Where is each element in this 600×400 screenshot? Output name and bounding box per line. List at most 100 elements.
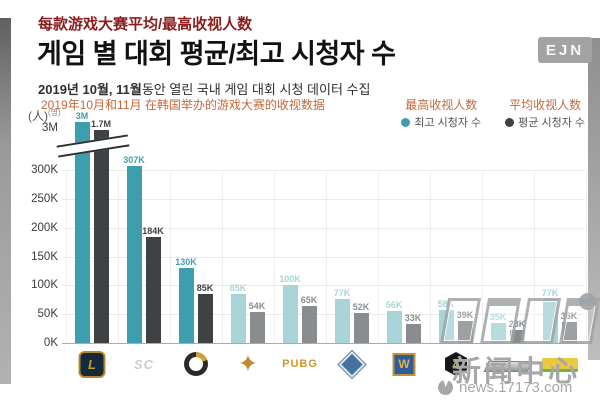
game-logo-glyph (483, 360, 533, 372)
y-axis-unit-ko: (명) (48, 108, 61, 117)
bar-max-viewers (75, 122, 90, 343)
bar-value-label: 184K (142, 226, 164, 237)
y-gridline (62, 314, 585, 316)
bar-value-label: 3M (75, 111, 89, 121)
bar-avg-viewers (354, 313, 369, 343)
bar-value-label: 307K (123, 155, 145, 166)
chart-legend: 最高收视人数 최고 시청자 수 平均收视人数 평균 시청자 수 (401, 96, 585, 130)
game-logo-glyph: W (392, 352, 416, 376)
bar-value-label: 36K (560, 311, 578, 322)
korean-subtitle: 2019년 10월, 11월동안 열린 국내 게임 대회 시청 데이터 수집 (38, 79, 370, 98)
bar-value-label: 33K (404, 312, 422, 323)
y-axis-tick-label: 50K (37, 308, 58, 321)
watermark-site-url: news.17173.com (459, 379, 573, 396)
game-icon-overwatch (184, 349, 208, 379)
bar-max-viewers (179, 268, 194, 343)
y-axis-tick-label: 150K (31, 250, 58, 263)
y-axis-break-marker (56, 134, 130, 158)
y-axis-tick-label: 300K (31, 164, 58, 177)
game-logo-glyph (338, 350, 366, 378)
game-logo-glyph: 4 (445, 352, 467, 376)
page-edge-strip-left (0, 18, 11, 384)
legend-max-ko-label: 최고 시청자 수 (401, 114, 481, 130)
game-icon-warcraft: W (392, 349, 416, 379)
chinese-subtitle: 2019年10月和11月 在韩国举办的游戏大赛的收视数据 (41, 98, 325, 112)
bar-avg-viewers (458, 320, 473, 343)
bar-value-label: 56K (385, 299, 403, 310)
bar-avg-viewers (406, 323, 421, 343)
bar-value-label: 85K (229, 283, 247, 294)
subtitle-rest: 동안 열린 국내 게임 대회 시청 데이터 수집 (141, 82, 371, 97)
bar-avg-viewers (198, 294, 213, 343)
y-axis-tick-label: 200K (31, 221, 58, 234)
legend-max-viewers: 最高收视人数 최고 시청자 수 (401, 96, 481, 130)
bar-max-viewers (127, 166, 142, 343)
bar-value-label: 58K (437, 298, 455, 309)
watermark-circle-icon (436, 378, 455, 397)
page-title: 게임 별 대회 평균/최고 시청자 수 (37, 39, 396, 69)
column-separator (586, 170, 587, 343)
legend-avg-dot-icon (505, 117, 515, 127)
column-separator (66, 170, 67, 343)
bar-value-label: 65K (300, 294, 318, 305)
bar-avg-viewers (250, 311, 265, 343)
game-icon-starcraft2 (338, 349, 366, 379)
column-separator (170, 170, 171, 343)
bar-max-viewers (439, 309, 454, 343)
legend-max-dot-icon (401, 117, 411, 127)
page-edge-strip-right (588, 38, 600, 360)
bar-avg-viewers (94, 130, 109, 343)
column-separator (534, 170, 535, 343)
column-separator (326, 170, 327, 343)
bar-avg-viewers (146, 237, 161, 343)
column-separator (378, 170, 379, 343)
bar-value-label: 35K (489, 311, 507, 322)
bar-value-label: 52K (352, 302, 370, 313)
legend-avg-viewers: 平均收视人数 평균 시청자 수 (505, 96, 585, 130)
legend-avg-ko-label: 평균 시청자 수 (505, 114, 585, 130)
bar-value-label: 23K (508, 318, 526, 329)
x-axis-baseline (62, 343, 585, 344)
bar-value-label: 77K (333, 287, 351, 298)
legend-avg-zh-label: 平均收视人数 (509, 98, 582, 112)
bar-value-label: 54K (248, 300, 266, 311)
bar-value-label: 1.7M (90, 119, 112, 129)
bar-max-viewers (231, 294, 246, 343)
bar-max-viewers (491, 322, 506, 343)
y-gridline (62, 199, 585, 200)
bar-max-viewers (283, 285, 298, 343)
bar-avg-viewers (302, 305, 317, 343)
game-logo-glyph: PUBG (282, 358, 318, 370)
y-axis-tick-label: 100K (31, 279, 58, 292)
column-separator (482, 170, 483, 343)
game-logo-glyph: ✦ (238, 351, 258, 376)
bar-value-label: 100K (279, 274, 301, 285)
y-gridline (62, 285, 585, 287)
game-logo-glyph (542, 358, 578, 372)
game-logo-glyph (184, 352, 208, 376)
chinese-title: 每款游戏大赛平均/最高收视人数 (38, 16, 253, 33)
bar-max-viewers (543, 298, 558, 343)
column-separator (430, 170, 431, 343)
bar-value-label: 130K (175, 257, 197, 268)
y-gridline (62, 256, 585, 258)
column-separator (118, 170, 119, 343)
game-icon-lol: L (78, 349, 106, 379)
watermark-site-url-row: news.17173.com (436, 378, 573, 397)
subtitle-date-range: 2019년 10월, 11월 (38, 82, 142, 97)
ejn-watermark-badge: EJN (538, 37, 592, 63)
bar-avg-viewers (510, 329, 525, 343)
y-gridline (62, 227, 585, 229)
y-axis-break-tick-label: 3M (42, 122, 58, 134)
y-axis-unit-zh: (人) (28, 109, 48, 123)
bar-avg-viewers (562, 322, 577, 343)
game-icon-gold-badge: ✦ (239, 349, 257, 379)
game-logo-glyph: L (78, 350, 106, 378)
game-icon-silver-wordmark (483, 349, 533, 379)
game-icon-starcraft: SC (134, 349, 154, 379)
bar-max-viewers (387, 310, 402, 343)
legend-max-zh-label: 最高收视人数 (405, 98, 478, 112)
game-logo-glyph: SC (133, 356, 155, 372)
legend-max-ko-text: 최고 시청자 수 (414, 117, 482, 129)
